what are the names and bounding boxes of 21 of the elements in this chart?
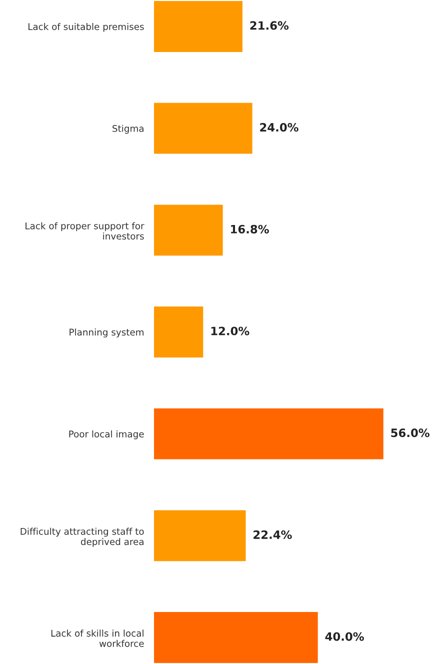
y-tick-label: Difficulty attracting staff to deprived area bbox=[20, 528, 144, 547]
bar bbox=[154, 102, 252, 154]
y-tick-label: Lack of skills in local workforce bbox=[51, 630, 144, 647]
data-label: 56.0% bbox=[391, 428, 430, 438]
data-label: 22.4% bbox=[254, 530, 292, 539]
bar bbox=[154, 1, 242, 52]
bar bbox=[154, 510, 246, 562]
y-tick-label: Lack of proper support for investors bbox=[26, 222, 144, 240]
data-label: 21.6% bbox=[250, 21, 289, 30]
data-label: 40.0% bbox=[325, 632, 364, 641]
y-tick-label: Planning system bbox=[70, 328, 144, 338]
data-label: 24.0% bbox=[260, 123, 298, 132]
y-tick-label: Lack of suitable premises bbox=[28, 22, 144, 32]
y-tick-label: Stigma bbox=[112, 124, 144, 134]
bar bbox=[154, 612, 318, 663]
data-label: 12.0% bbox=[211, 326, 250, 336]
data-label: 16.8% bbox=[231, 224, 269, 234]
bar bbox=[154, 306, 204, 358]
bar bbox=[154, 408, 384, 460]
bar bbox=[154, 204, 223, 256]
y-tick-label: Poor local image bbox=[69, 430, 144, 440]
